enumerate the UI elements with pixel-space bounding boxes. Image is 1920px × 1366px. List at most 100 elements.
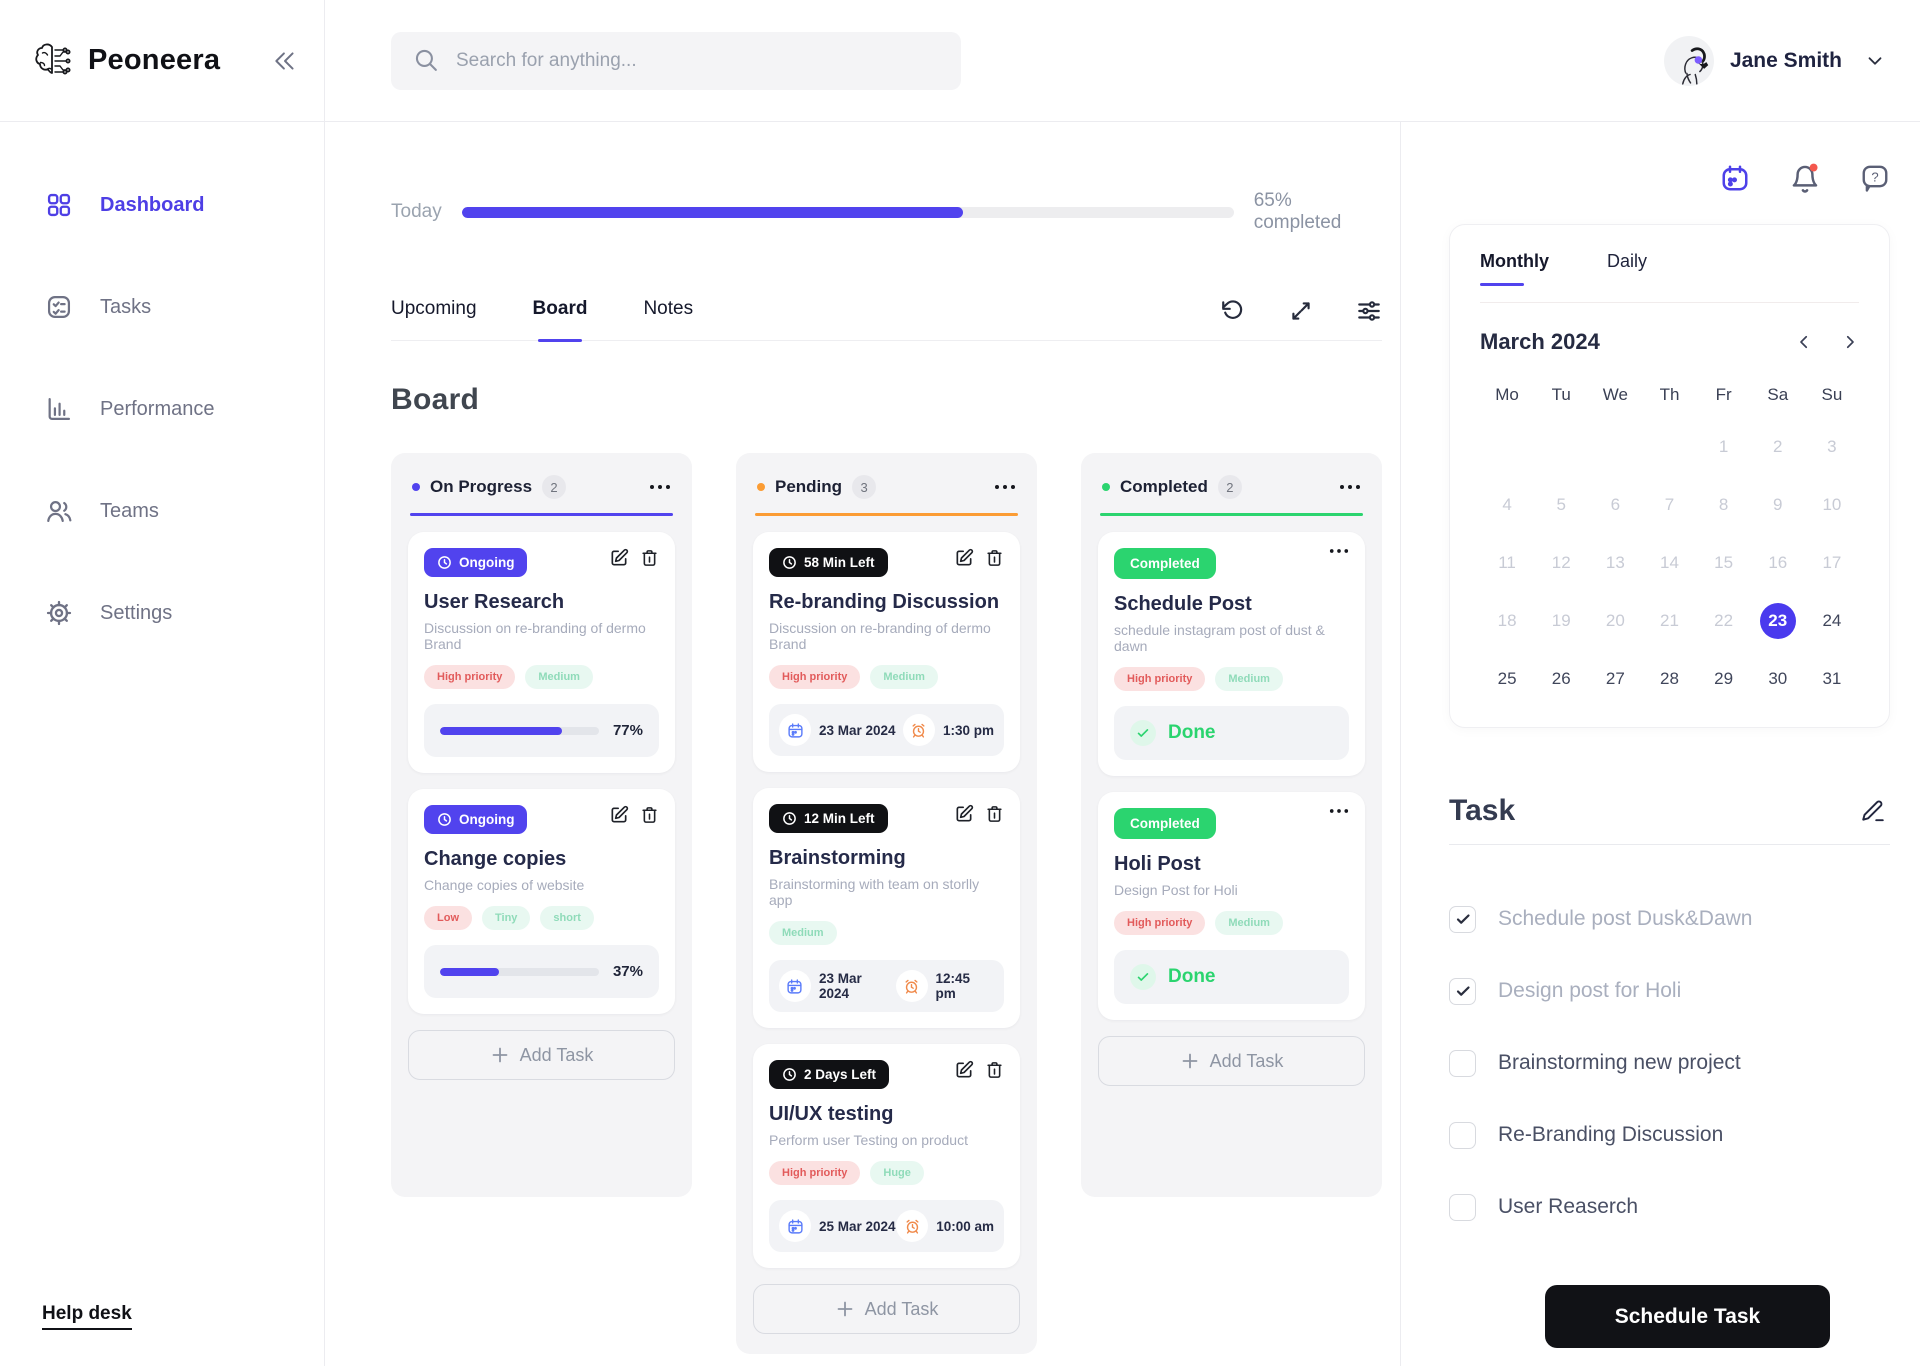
notification-bell-icon[interactable] — [1790, 162, 1820, 194]
calendar-day[interactable]: 21 — [1660, 611, 1679, 630]
tab-upcoming[interactable]: Upcoming — [391, 298, 477, 319]
calendar-day[interactable]: 11 — [1498, 553, 1516, 572]
pencil-icon[interactable] — [1860, 798, 1886, 824]
tab-monthly[interactable]: Monthly — [1480, 251, 1549, 286]
sidebar-item-teams[interactable]: Teams — [0, 460, 324, 562]
tab-daily[interactable]: Daily — [1607, 251, 1648, 271]
calendar-icon — [779, 714, 811, 746]
more-dots-icon[interactable] — [649, 484, 671, 490]
trash-icon[interactable] — [985, 548, 1004, 568]
add-task-button[interactable]: Add Task — [753, 1284, 1020, 1334]
calendar-day[interactable]: 10 — [1822, 495, 1842, 514]
help-desk-link[interactable]: Help desk — [42, 1303, 132, 1330]
expand-icon[interactable] — [1288, 298, 1314, 324]
calendar-day[interactable]: 7 — [1664, 495, 1675, 514]
checkbox-unchecked[interactable] — [1449, 1049, 1476, 1077]
calendar-day[interactable]: 24 — [1822, 611, 1842, 630]
more-dots-icon[interactable] — [1329, 808, 1349, 814]
edit-icon[interactable] — [609, 548, 629, 568]
edit-icon[interactable] — [954, 1060, 974, 1080]
trash-icon[interactable] — [640, 548, 659, 568]
sidebar-item-dashboard[interactable]: Dashboard — [0, 154, 324, 256]
checkbox-unchecked[interactable] — [1449, 1121, 1476, 1149]
checkbox-unchecked[interactable] — [1449, 1193, 1476, 1221]
card-title: UI/UX testing — [769, 1103, 894, 1125]
sidebar-item-settings[interactable]: Settings — [0, 562, 324, 664]
calendar-day[interactable]: 29 — [1714, 669, 1734, 688]
calendar-day[interactable]: 16 — [1768, 553, 1788, 572]
card-schedule: 23 Mar 2024 1:30 pm — [769, 704, 1004, 756]
trash-icon[interactable] — [985, 1060, 1004, 1080]
add-task-button[interactable]: Add Task — [408, 1030, 675, 1080]
tab-notes[interactable]: Notes — [643, 298, 694, 319]
calendar-day[interactable]: 27 — [1605, 669, 1625, 688]
task-card[interactable]: Ongoing Change copies Change copies — [408, 789, 675, 1014]
bar-chart-icon — [44, 395, 74, 423]
calendar-day[interactable]: 14 — [1660, 553, 1679, 572]
task-card[interactable]: 12 Min Left Brainstorming Brainstorm — [753, 788, 1020, 1028]
calendar-day[interactable]: 17 — [1822, 553, 1842, 572]
calendar-icon[interactable] — [1720, 163, 1750, 193]
calendar-day[interactable]: 13 — [1605, 553, 1625, 572]
user-menu[interactable]: Jane Smith — [1663, 35, 1886, 86]
edit-icon[interactable] — [954, 548, 974, 568]
task-card[interactable]: 58 Min Left Re-branding Discussion D — [753, 532, 1020, 772]
time-left-badge: 2 Days Left — [769, 1060, 890, 1089]
calendar-day[interactable]: 3 — [1827, 437, 1837, 456]
calendar-day[interactable]: 19 — [1551, 611, 1571, 630]
filter-sliders-icon[interactable] — [1356, 298, 1382, 324]
calendar-day[interactable]: 18 — [1497, 611, 1517, 630]
next-month-icon[interactable] — [1841, 333, 1859, 351]
edit-icon[interactable] — [954, 804, 974, 824]
calendar-day[interactable]: 6 — [1610, 495, 1621, 514]
calendar-day[interactable]: 1 — [1718, 437, 1729, 456]
calendar-day[interactable]: 25 — [1497, 669, 1517, 688]
more-dots-icon[interactable] — [1329, 548, 1349, 554]
calendar-day[interactable]: 23 — [1759, 603, 1796, 639]
schedule-task-button[interactable]: Schedule Task — [1545, 1285, 1830, 1348]
trash-icon[interactable] — [640, 805, 659, 825]
task-card[interactable]: Completed Holi Post Design Post for Holi… — [1098, 792, 1365, 1020]
refresh-icon[interactable] — [1220, 298, 1246, 324]
checkbox-checked[interactable] — [1449, 905, 1476, 933]
card-subtitle: schedule instagram post of dust & dawn — [1114, 622, 1325, 654]
calendar-day[interactable]: 2 — [1773, 437, 1783, 456]
calendar-day[interactable]: 12 — [1551, 553, 1571, 572]
divider — [1480, 302, 1859, 303]
sidebar-item-tasks[interactable]: Tasks — [0, 256, 324, 358]
calendar-day[interactable]: 28 — [1660, 669, 1679, 688]
add-task-button[interactable]: Add Task — [1098, 1036, 1365, 1086]
calendar-day[interactable]: 20 — [1605, 611, 1625, 630]
calendar-day[interactable]: 9 — [1773, 495, 1783, 514]
tab-board[interactable]: Board — [533, 298, 588, 340]
status-badge: Ongoing — [424, 805, 528, 834]
prev-month-icon[interactable] — [1795, 333, 1813, 351]
calendar-day[interactable]: 8 — [1718, 495, 1729, 514]
calendar-day[interactable]: 31 — [1822, 669, 1842, 688]
progress-percent-text: 65% completed — [1253, 190, 1342, 233]
calendar-day[interactable]: 26 — [1551, 669, 1571, 688]
calendar-day[interactable]: 22 — [1714, 611, 1734, 630]
trash-icon[interactable] — [985, 804, 1004, 824]
help-icon[interactable]: ? — [1860, 163, 1890, 193]
time-left-badge: 58 Min Left — [769, 548, 888, 577]
task-card[interactable]: 2 Days Left UI/UX testing Perform us — [753, 1044, 1020, 1268]
checkbox-checked[interactable] — [1449, 977, 1476, 1005]
sidebar-collapse-icon[interactable] — [272, 48, 298, 74]
card-time: 10:00 am — [936, 1218, 994, 1234]
task-card[interactable]: Ongoing User Research Discussion on — [408, 532, 675, 773]
search-bar[interactable] — [391, 31, 961, 90]
card-schedule: 25 Mar 2024 10:00 am — [769, 1200, 1004, 1252]
more-dots-icon[interactable] — [994, 484, 1016, 490]
more-dots-icon[interactable] — [1339, 484, 1361, 490]
calendar-day[interactable]: 4 — [1502, 495, 1512, 514]
calendar-day[interactable]: 15 — [1714, 553, 1734, 572]
task-card[interactable]: Completed Schedule Post schedule instagr… — [1098, 532, 1365, 776]
calendar-day[interactable]: 5 — [1556, 495, 1566, 514]
card-subtitle: Perform user Testing on product — [769, 1132, 968, 1148]
sidebar-item-performance[interactable]: Performance — [0, 358, 324, 460]
search-input[interactable] — [456, 49, 939, 72]
chevron-down-icon[interactable] — [1864, 50, 1886, 72]
edit-icon[interactable] — [609, 805, 629, 825]
calendar-day[interactable]: 30 — [1768, 669, 1788, 688]
